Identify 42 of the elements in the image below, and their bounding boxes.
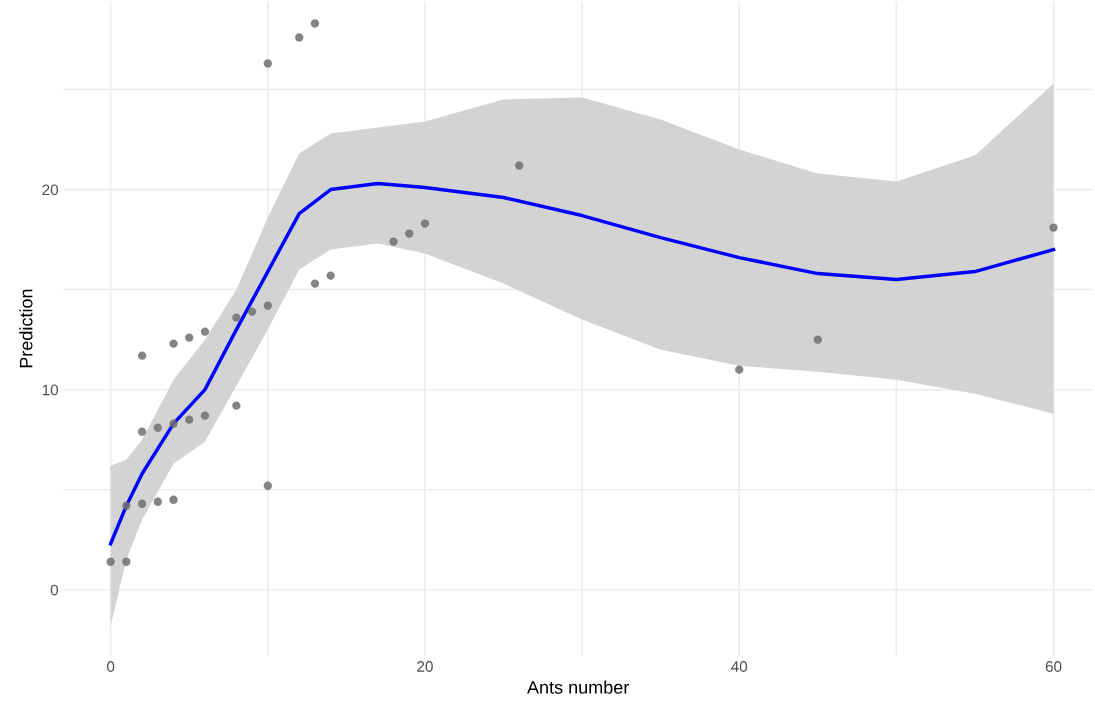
point [326,271,335,280]
point [247,307,257,316]
point [169,495,178,504]
point [137,351,147,360]
x-axis-title: Ants number [527,680,630,694]
x-tick-label: 0 [107,661,115,672]
point [420,219,430,228]
line-series [108,181,1056,546]
y-tick-label: 20 [42,184,59,196]
point [137,427,147,436]
point [405,229,414,238]
y-axis-title: Prediction [19,289,33,368]
point [263,301,272,310]
point [515,161,524,170]
point [153,423,162,432]
point [106,557,115,566]
x-tick-label: 60 [1045,661,1062,672]
point [263,481,272,490]
point [137,499,147,508]
point [389,237,398,246]
point [813,335,822,344]
point [232,401,241,410]
point [200,411,210,420]
y-tick-label: 0 [50,584,59,596]
point [200,327,210,336]
x-tick-label: 20 [417,661,433,672]
point [232,313,241,322]
x-tick-label: 40 [731,661,748,672]
point [310,279,320,288]
point [153,497,162,506]
point [122,501,131,510]
point [263,59,272,68]
point [169,339,178,348]
point [735,365,744,374]
point [122,557,131,566]
point [185,333,194,342]
point [310,19,320,28]
point [295,33,304,42]
y-tick-label: 10 [42,384,59,396]
point [1049,223,1058,232]
point [185,415,194,424]
point [169,419,178,428]
